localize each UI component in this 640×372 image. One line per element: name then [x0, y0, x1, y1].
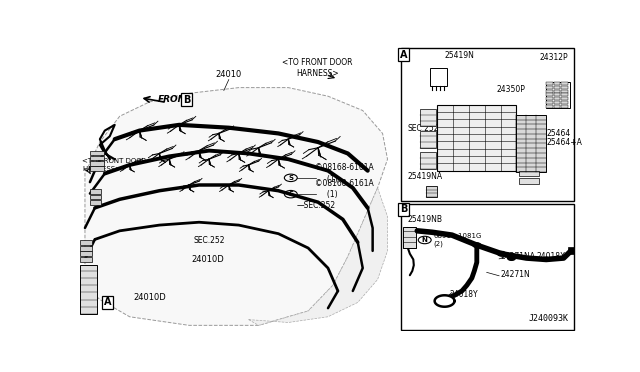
Bar [90, 161, 104, 166]
Text: 24271NA: 24271NA [500, 253, 536, 262]
Bar [554, 82, 560, 85]
Text: ©08168-6161A
     (1): ©08168-6161A (1) [315, 179, 374, 199]
Text: SEC.252: SEC.252 [193, 236, 225, 246]
Text: 24018X: 24018X [536, 253, 566, 262]
Bar [554, 97, 560, 100]
Bar [80, 246, 92, 251]
Bar [519, 171, 539, 176]
Bar [547, 86, 553, 89]
Bar [90, 151, 104, 155]
Text: 25419N: 25419N [445, 51, 474, 60]
Text: S: S [288, 175, 293, 181]
Bar [420, 109, 436, 126]
Bar [561, 90, 568, 93]
Bar [568, 247, 573, 254]
Bar [516, 115, 547, 172]
Bar [426, 186, 437, 197]
Bar [561, 101, 568, 104]
Bar [80, 251, 92, 256]
Text: 25464: 25464 [547, 129, 570, 138]
Text: A: A [104, 298, 111, 307]
Bar [401, 203, 574, 330]
Text: 08911-1081G
(2): 08911-1081G (2) [433, 233, 481, 247]
Bar [547, 93, 553, 96]
Bar [547, 97, 553, 100]
Circle shape [508, 256, 515, 260]
Bar [80, 240, 92, 245]
Bar [437, 105, 516, 171]
Polygon shape [435, 295, 454, 307]
Bar [547, 90, 553, 93]
Bar [554, 90, 560, 93]
Bar [554, 86, 560, 89]
Bar [420, 152, 436, 169]
Text: 24010: 24010 [216, 70, 242, 79]
Text: <TO FRONT DOOR
HARNESS>: <TO FRONT DOOR HARNESS> [83, 158, 147, 172]
Bar [90, 166, 104, 171]
Bar [547, 82, 570, 108]
Bar [554, 101, 560, 104]
Text: —SEC.252: —SEC.252 [296, 201, 335, 209]
Bar [90, 200, 101, 205]
Bar [420, 131, 436, 148]
Text: 24350P: 24350P [497, 85, 525, 94]
Bar [519, 179, 539, 183]
Text: 24010D: 24010D [191, 255, 225, 264]
Text: A: A [399, 50, 407, 60]
Text: J240093K: J240093K [529, 314, 568, 323]
Bar [561, 82, 568, 85]
Text: B: B [183, 94, 190, 105]
Text: B: B [400, 204, 407, 214]
Polygon shape [85, 87, 388, 326]
Text: 24010D: 24010D [133, 293, 166, 302]
Bar [561, 93, 568, 96]
Bar [80, 257, 92, 262]
Circle shape [473, 243, 481, 247]
Text: 25464+A: 25464+A [547, 138, 582, 147]
Text: 25419NB: 25419NB [408, 215, 442, 224]
Circle shape [498, 251, 506, 256]
Text: 24018Y: 24018Y [449, 290, 478, 299]
Bar [554, 105, 560, 108]
Text: 25419NA: 25419NA [408, 172, 442, 181]
Bar [90, 156, 104, 160]
Text: <TO FRONT DOOR
HARNESS>: <TO FRONT DOOR HARNESS> [282, 58, 353, 78]
Text: FRONT: FRONT [158, 94, 192, 103]
Bar [90, 189, 101, 194]
Bar [547, 105, 553, 108]
Text: 24312P: 24312P [540, 54, 568, 62]
Bar [403, 227, 416, 248]
Bar [90, 195, 101, 199]
Bar [429, 68, 447, 86]
Text: S: S [288, 191, 293, 197]
Text: SEC.252: SEC.252 [408, 124, 439, 132]
Polygon shape [249, 188, 388, 326]
Bar [561, 105, 568, 108]
Bar [561, 97, 568, 100]
Bar [401, 48, 574, 201]
Bar [554, 93, 560, 96]
Text: 24271N: 24271N [500, 270, 531, 279]
Bar [547, 101, 553, 104]
Text: N: N [422, 237, 428, 243]
Bar [561, 86, 568, 89]
Text: ©08168-6161A
     (1): ©08168-6161A (1) [315, 163, 374, 184]
Bar [80, 265, 97, 314]
Bar [547, 82, 553, 85]
